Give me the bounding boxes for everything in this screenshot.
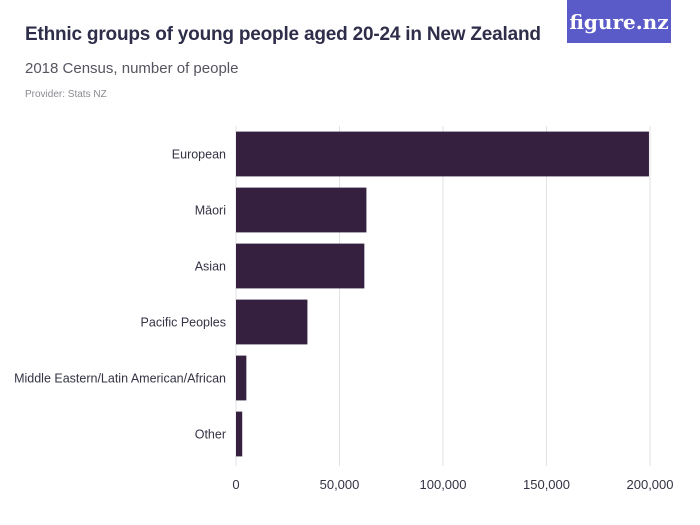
category-label: Middle Eastern/Latin American/African (14, 372, 226, 386)
bar[interactable] (236, 411, 243, 457)
bar[interactable] (236, 131, 649, 177)
data-provider: Provider: Stats NZ (25, 89, 107, 100)
bar[interactable] (236, 243, 365, 289)
bars (236, 131, 649, 457)
category-label: Māori (195, 204, 226, 218)
bar[interactable] (236, 187, 367, 233)
chart-title: Ethnic groups of young people aged 20-24… (25, 24, 541, 45)
x-tick-label: 50,000 (320, 477, 360, 492)
category-label: Asian (195, 260, 226, 274)
category-labels: European Māori Asian Pacific Peoples Middle … (14, 148, 226, 442)
bar[interactable] (236, 355, 247, 401)
bar[interactable] (236, 299, 308, 345)
category-label: Other (195, 428, 226, 442)
x-tick-label: 200,000 (627, 477, 674, 492)
x-tick-label: 150,000 (523, 477, 570, 492)
category-label: European (172, 148, 226, 162)
x-tick-label: 0 (232, 477, 239, 492)
chart-subtitle: 2018 Census, number of people (25, 60, 239, 77)
figure-nz-logo[interactable]: figure.nz (567, 0, 671, 43)
x-tick-label: 100,000 (420, 477, 467, 492)
category-label: Pacific Peoples (141, 316, 226, 330)
grid-lines (235, 126, 651, 466)
x-axis-ticks: 0 50,000 100,000 150,000 200,000 (232, 477, 673, 492)
